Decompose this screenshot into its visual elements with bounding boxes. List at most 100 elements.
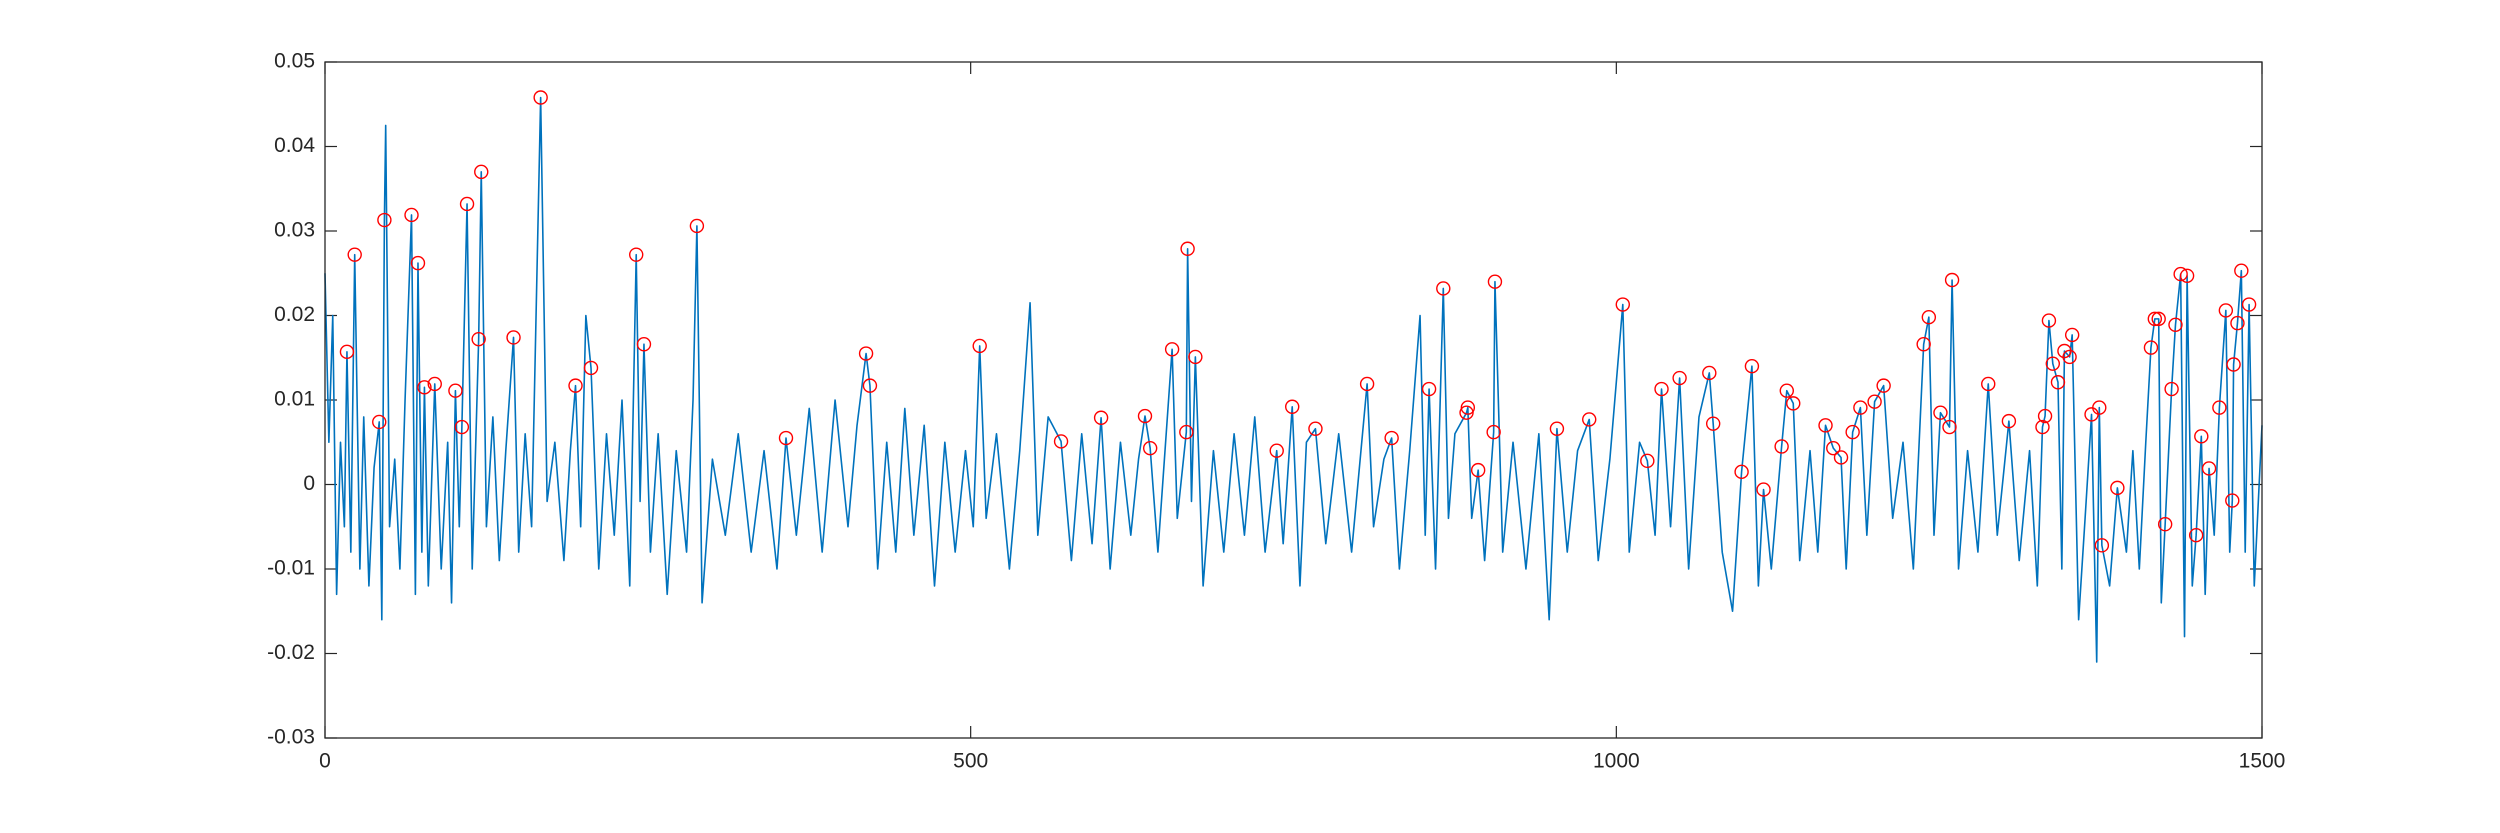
peak-marker xyxy=(410,255,426,271)
peak-marker xyxy=(1308,421,1323,436)
peak-marker xyxy=(1549,421,1565,436)
peak-marker xyxy=(1384,430,1399,446)
peak-marker xyxy=(417,380,432,395)
peak-marker xyxy=(1774,439,1789,454)
peak-marker xyxy=(1654,381,1669,397)
peak-marker xyxy=(427,376,442,392)
peak-marker xyxy=(2035,419,2050,435)
peak-marker xyxy=(1944,272,1960,288)
peak-marker xyxy=(474,164,489,180)
peak-marker xyxy=(2188,528,2204,543)
peak-marker xyxy=(1640,453,1655,469)
peak-marker xyxy=(471,331,486,347)
peak-marker xyxy=(2168,317,2183,332)
x-tick-label: 0 xyxy=(319,750,331,773)
peak-marker xyxy=(448,383,463,398)
peak-marker xyxy=(1582,412,1597,427)
peak-marker xyxy=(2194,429,2209,444)
y-tick-label: -0.03 xyxy=(267,726,315,749)
peak-marker xyxy=(1180,241,1195,256)
peak-marker xyxy=(2050,375,2066,390)
peak-marker xyxy=(1845,424,1860,440)
peak-marker xyxy=(2212,400,2227,415)
peak-marker xyxy=(1487,274,1503,289)
peak-marker xyxy=(2062,349,2077,365)
peak-marker xyxy=(2173,266,2188,282)
peak-marker xyxy=(372,414,387,430)
y-tick-label: 0.02 xyxy=(274,303,315,326)
peak-marker xyxy=(1460,400,1476,415)
peak-marker xyxy=(2041,313,2057,328)
peak-marker xyxy=(1421,381,1437,397)
y-tick-label: 0.04 xyxy=(274,134,315,157)
peak-marker xyxy=(2179,268,2195,283)
peak-marker xyxy=(1188,349,1203,365)
peak-marker xyxy=(2064,327,2080,343)
peak-marker xyxy=(1933,405,1948,420)
peak-marker xyxy=(2110,480,2125,496)
peak-marker xyxy=(583,360,599,376)
peak-marker xyxy=(1942,419,1957,435)
peak-marker xyxy=(1833,450,1849,465)
y-tick-label: 0 xyxy=(303,472,315,495)
peak-marker xyxy=(404,207,419,223)
peak-marker xyxy=(1876,378,1891,393)
peak-marker xyxy=(568,378,583,393)
peak-marker xyxy=(2241,297,2257,312)
peak-marker xyxy=(2094,538,2110,553)
peak-marker xyxy=(1459,405,1474,420)
x-tick-label: 500 xyxy=(953,750,988,773)
peak-marker xyxy=(339,344,355,360)
peak-marker xyxy=(2001,413,2017,429)
y-tick-label: -0.02 xyxy=(267,641,315,664)
y-tick-label: 0.01 xyxy=(274,388,315,411)
data-line xyxy=(324,96,2263,663)
peak-marker xyxy=(1142,440,1158,456)
peak-marker xyxy=(2218,303,2234,318)
peak-marker xyxy=(1285,399,1300,414)
peak-marker xyxy=(636,337,652,352)
x-tick-label: 1000 xyxy=(1593,750,1640,773)
peak-marker xyxy=(1269,443,1284,458)
axes-box xyxy=(324,61,2263,739)
peak-marker xyxy=(1916,337,1931,352)
peak-marker xyxy=(1672,370,1687,386)
peak-marker xyxy=(1615,297,1630,312)
peak-marker xyxy=(1734,464,1749,480)
peak-marker xyxy=(506,330,521,345)
peak-marker xyxy=(1744,359,1760,374)
peak-marker xyxy=(2201,461,2217,476)
peak-marker xyxy=(2037,408,2053,424)
peak-marker xyxy=(2234,263,2249,278)
peak-marker xyxy=(1359,376,1375,392)
y-tick-label: 0.03 xyxy=(274,219,315,242)
peak-marker xyxy=(858,346,874,361)
peak-marker xyxy=(454,419,470,435)
peak-marker xyxy=(2045,356,2061,371)
peak-marker xyxy=(1756,482,1771,497)
peak-marker xyxy=(629,247,644,262)
peak-marker xyxy=(2157,517,2173,532)
peak-marker xyxy=(1164,342,1180,357)
peak-marker xyxy=(1981,376,1996,392)
peak-marker xyxy=(778,430,794,446)
peak-marker xyxy=(1436,281,1451,296)
peak-marker xyxy=(459,196,475,212)
peak-marker xyxy=(2164,381,2179,397)
y-tick-label: 0.05 xyxy=(274,50,315,73)
peak-marker xyxy=(533,90,548,105)
peak-marker xyxy=(347,247,362,262)
peak-marker xyxy=(1818,418,1833,433)
peak-marker xyxy=(2230,315,2245,331)
peak-marker xyxy=(1486,424,1501,440)
peak-marker xyxy=(1179,424,1194,440)
peak-marker xyxy=(862,378,878,393)
peak-marker xyxy=(1053,434,1069,449)
peak-marker xyxy=(1853,400,1868,415)
peak-marker xyxy=(1826,440,1841,456)
peak-marker xyxy=(2147,311,2163,327)
peak-marker xyxy=(2225,493,2240,508)
peak-marker xyxy=(1702,365,1717,381)
peak-marker xyxy=(2143,340,2159,355)
peak-marker xyxy=(689,218,705,234)
